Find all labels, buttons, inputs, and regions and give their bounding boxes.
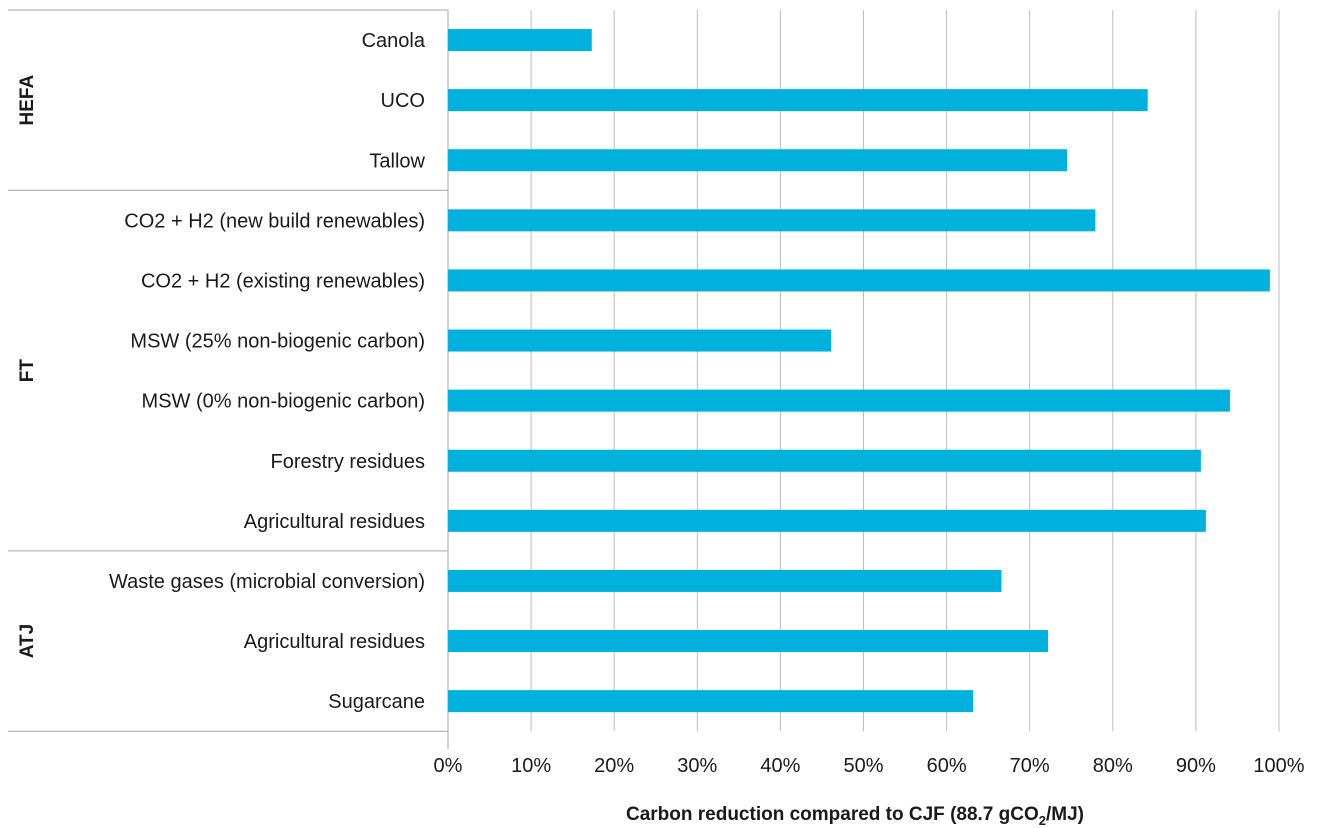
x-tick-label: 50%: [843, 755, 883, 777]
gridlines: [447, 10, 1280, 732]
category-label: CO2 + H2 (existing renewables): [141, 270, 425, 292]
x-tick-label: 20%: [594, 755, 634, 777]
bar: [448, 329, 832, 352]
bar: [448, 29, 592, 52]
x-tick-labels: 0% 10% 20% 30% 40% 50% 60% 70% 80% 90% 100%: [434, 755, 1305, 777]
x-tick-label: 70%: [1010, 755, 1050, 777]
x-tick-label: 30%: [677, 755, 717, 777]
bars: [448, 29, 1270, 713]
bar: [448, 509, 1206, 532]
bar: [448, 89, 1148, 112]
group-labels: HEFA FT ATJ: [17, 75, 38, 659]
x-axis-title-main: Carbon reduction compared to CJF (88.7 g…: [626, 804, 1039, 825]
bar: [448, 690, 974, 713]
x-tick-label: 10%: [511, 755, 551, 777]
x-tick-label: 80%: [1093, 755, 1133, 777]
group-label: FT: [17, 359, 38, 383]
group-label: HEFA: [17, 75, 38, 126]
category-label: Agricultural residues: [244, 631, 425, 653]
group-label: ATJ: [17, 624, 38, 658]
bar: [448, 269, 1270, 292]
x-tick-label: 40%: [760, 755, 800, 777]
category-label: MSW (0% non-biogenic carbon): [142, 391, 425, 413]
category-label: Canola: [362, 30, 426, 52]
category-label: MSW (25% non-biogenic carbon): [130, 331, 425, 353]
x-axis-title: Carbon reduction compared to CJF (88.7 g…: [626, 804, 1084, 828]
category-label: Agricultural residues: [244, 511, 425, 533]
x-axis-title-subscript: 2: [1039, 813, 1046, 828]
x-tick-label: 100%: [1253, 755, 1304, 777]
bar: [448, 449, 1201, 472]
category-label: UCO: [381, 90, 425, 112]
bar: [448, 389, 1230, 412]
category-label: CO2 + H2 (new build renewables): [124, 210, 425, 232]
x-tick-label: 60%: [927, 755, 967, 777]
x-tick-label: 90%: [1176, 755, 1216, 777]
category-label: Waste gases (microbial conversion): [109, 571, 425, 593]
category-label: Tallow: [369, 150, 425, 172]
bar: [448, 569, 1002, 592]
x-tick-label: 0%: [434, 755, 463, 777]
x-axis-title-end: /MJ): [1046, 804, 1084, 825]
category-axis-frame: [8, 9, 449, 750]
category-label: Sugarcane: [328, 691, 425, 713]
category-labels: Canola UCO Tallow CO2 + H2 (new build renew…: [109, 30, 426, 713]
bar: [448, 149, 1068, 172]
category-label: Forestry residues: [271, 451, 426, 473]
bar: [448, 630, 1048, 653]
bar: [448, 209, 1096, 232]
